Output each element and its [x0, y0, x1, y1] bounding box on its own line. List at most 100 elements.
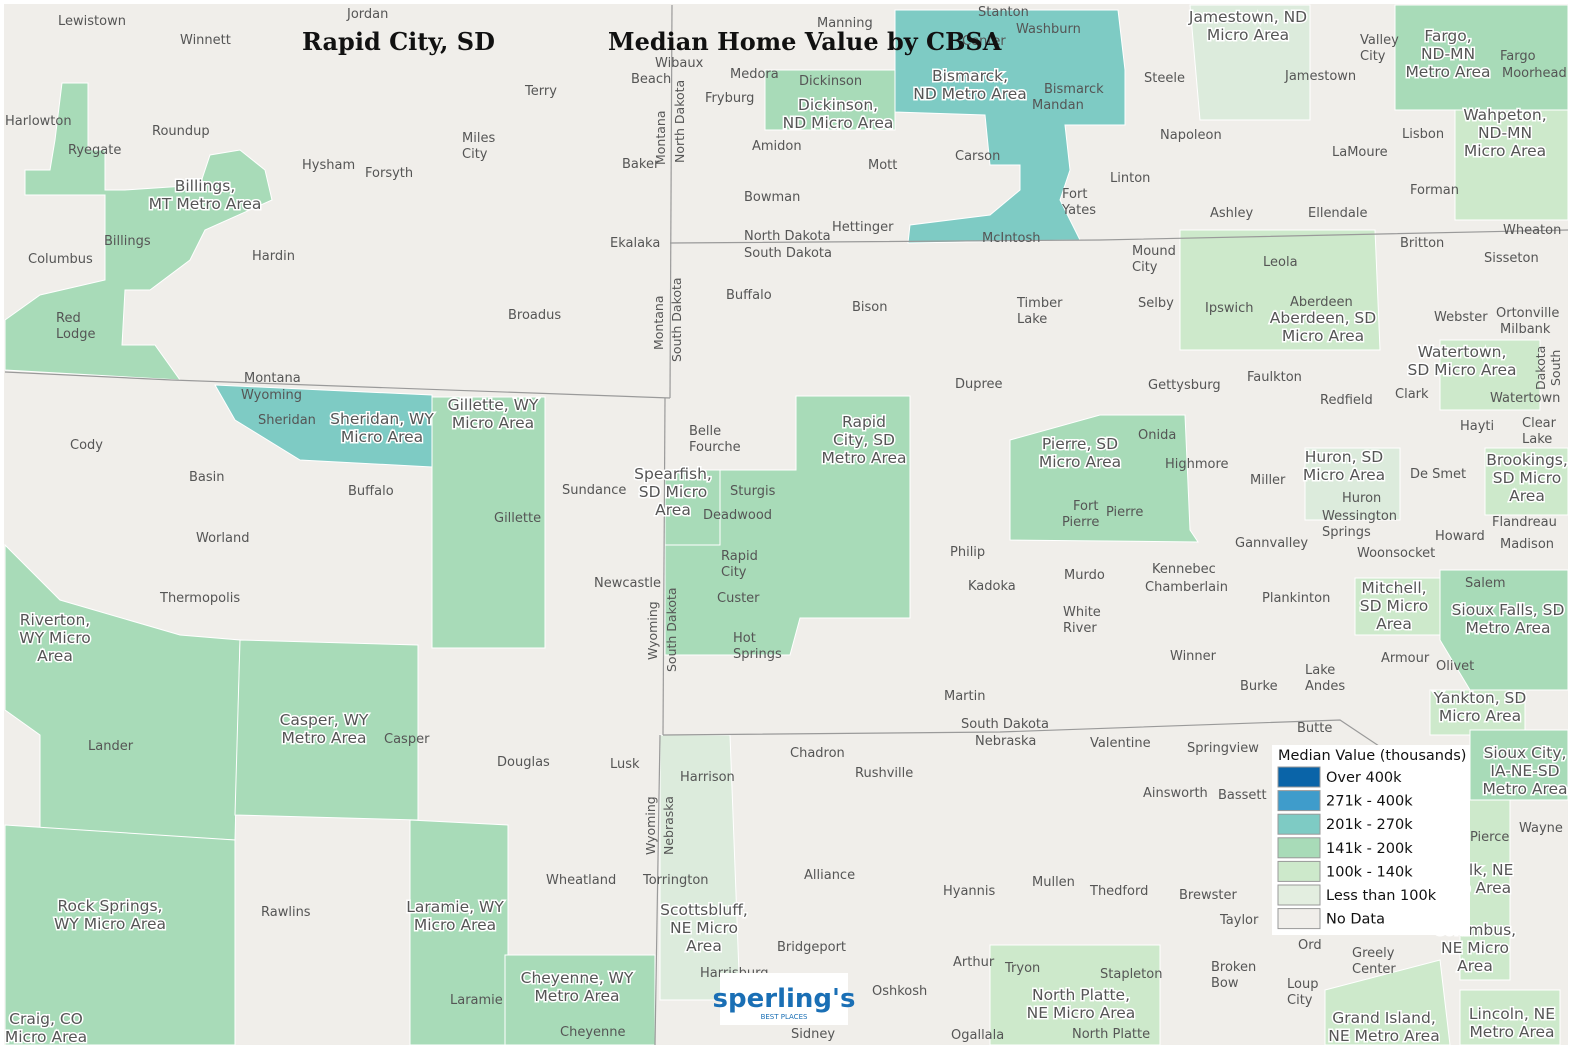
place-label: Howard [1435, 529, 1485, 544]
place-label: Columbus [28, 252, 93, 267]
region-label: Rapid [842, 413, 886, 431]
place-label: Valentine [1090, 736, 1151, 751]
legend-swatch [1277, 790, 1321, 812]
place-label: Fort [1062, 187, 1087, 202]
place-label: Forsyth [365, 166, 413, 181]
place-label: Flandreau [1492, 515, 1557, 530]
region-label: Area [1457, 957, 1493, 975]
place-label: Ekalaka [610, 236, 660, 251]
region-label: Rock Springs, [57, 897, 162, 915]
place-label: Napoleon [1160, 128, 1222, 143]
place-label: City [1132, 260, 1158, 275]
place-label: City [1360, 49, 1386, 64]
place-label: Fryburg [705, 91, 754, 106]
place-label: Hyannis [943, 884, 996, 899]
region-label: Aberdeen, SD [1270, 309, 1377, 327]
place-label: Rapid [721, 549, 758, 564]
place-label: Kennebec [1152, 562, 1216, 577]
map-title: Rapid City, SD [302, 27, 495, 56]
legend-label: 100k - 140k [1326, 864, 1413, 880]
place-label: Linton [1110, 171, 1150, 186]
place-label: Lake [1017, 312, 1047, 327]
region-label: Area [686, 937, 722, 955]
state-label: Wyoming [643, 796, 658, 855]
place-label: Gillette [494, 511, 541, 526]
place-label: Sheridan [258, 413, 316, 428]
place-label: Montana [244, 371, 301, 386]
region-label: Dickinson, [798, 96, 878, 114]
region-label: Metro Area [821, 449, 906, 467]
region-label: Micro Area [1439, 707, 1521, 725]
place-label: Thedford [1089, 884, 1148, 899]
place-label: Springs [1322, 525, 1371, 540]
place-label: Wheaton [1503, 223, 1561, 238]
place-label: Watertown [1490, 391, 1560, 406]
place-label: Butte [1297, 721, 1332, 736]
place-label: Cody [70, 438, 103, 453]
region-label: SD Micro [1493, 469, 1561, 487]
place-label: River [1063, 621, 1097, 636]
place-label: Wheatland [546, 873, 616, 888]
place-label: Loup [1287, 977, 1318, 992]
state-label: Dakota [1533, 346, 1548, 390]
place-label: Alliance [804, 868, 855, 883]
place-label: South Dakota [744, 246, 832, 261]
legend-label: 271k - 400k [1326, 794, 1413, 810]
place-label: Stanton [978, 5, 1029, 20]
region-label: Brookings, [1486, 451, 1568, 469]
place-label: Bismarck [1044, 82, 1104, 97]
place-label: Gannvalley [1235, 536, 1308, 551]
place-label: Ogallala [951, 1028, 1004, 1043]
region-label: Watertown, [1418, 343, 1507, 361]
place-label: Rushville [855, 766, 913, 781]
region-label: ND Metro Area [913, 85, 1027, 103]
region-label: Micro Area [452, 414, 534, 432]
region-label: ND-MN [1421, 45, 1475, 63]
place-label: Redfield [1320, 393, 1373, 408]
region-label: Fargo, [1424, 27, 1471, 45]
place-label: Carson [955, 149, 1000, 164]
place-label: Sisseton [1484, 251, 1539, 266]
place-label: Nebraska [975, 734, 1036, 749]
place-label: Lisbon [1402, 127, 1444, 142]
state-label: South Dakota [664, 587, 679, 672]
place-label: Olivet [1436, 659, 1474, 674]
place-label: North Dakota [744, 229, 831, 244]
place-label: Yates [1061, 203, 1096, 218]
place-label: Baker [622, 157, 660, 172]
place-label: Jamestown [1284, 69, 1356, 84]
legend-label: Over 400k [1326, 770, 1402, 786]
region-label: Pierre, SD [1042, 435, 1118, 453]
legend-swatch [1277, 884, 1321, 906]
place-label: Washburn [1016, 22, 1081, 37]
place-label: Miles [462, 131, 495, 146]
region-label: Casper, WY [280, 711, 369, 729]
region-label: Jamestown, ND [1188, 8, 1307, 26]
place-label: Torrington [642, 873, 709, 888]
legend-label: No Data [1326, 912, 1385, 928]
region-label: MT Metro Area [149, 195, 262, 213]
legend-swatch [1277, 813, 1321, 835]
map-subtitle: Median Home Value by CBSA [608, 27, 1002, 56]
legend-title: Median Value (thousands) [1278, 748, 1466, 764]
place-label: Rawlins [261, 905, 311, 920]
region-label: Yankton, SD [1433, 689, 1527, 707]
place-label: Webster [1434, 310, 1488, 325]
place-label: Center [962, 34, 1006, 49]
place-label: Greely [1352, 946, 1395, 961]
place-label: Dickinson [799, 74, 862, 89]
place-label: LaMoure [1332, 145, 1388, 160]
place-label: Selby [1138, 296, 1174, 311]
place-label: Timber [1016, 296, 1063, 311]
region-label: Micro Area [1464, 142, 1546, 160]
region-label: Sioux City, [1484, 744, 1567, 762]
place-label: Pierre [1106, 505, 1143, 520]
logo-box [720, 973, 848, 1025]
place-label: Hot [733, 631, 756, 646]
region-label: NE Metro Area [1328, 1027, 1439, 1045]
place-label: Fourche [689, 440, 741, 455]
place-label: Faulkton [1247, 370, 1302, 385]
state-label: Montana [653, 111, 668, 166]
place-label: Hayti [1460, 419, 1494, 434]
